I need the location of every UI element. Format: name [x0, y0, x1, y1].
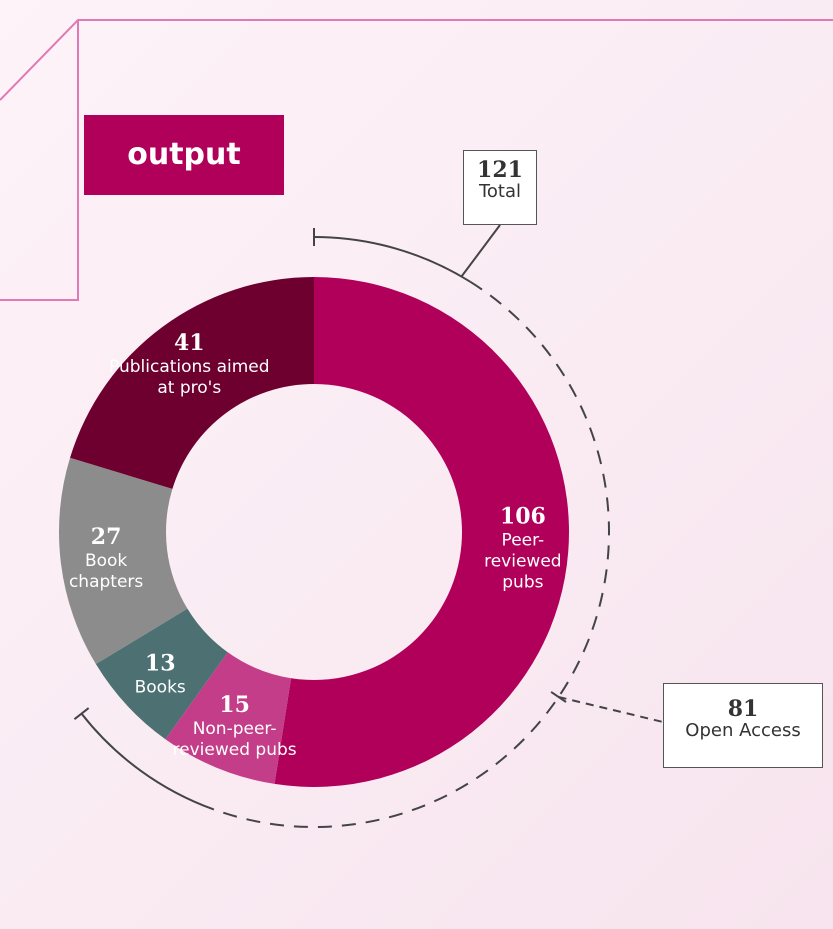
segment-name: Publications aimed at pro's — [109, 356, 270, 398]
leader-line — [460, 224, 501, 278]
bracket-arc — [313, 236, 471, 283]
segment-label: 106 Peer-reviewed pubs — [468, 503, 578, 594]
decor-line — [0, 19, 833, 101]
brackets — [73, 224, 664, 828]
donut-segment — [95, 608, 228, 740]
total-value: 121 — [477, 157, 523, 183]
segment-value: 106 — [499, 503, 546, 530]
segment-label: 41 Publications aimed at pro's — [99, 329, 279, 399]
donut-segment — [165, 652, 292, 784]
decor-line — [0, 20, 79, 301]
donut-segment — [274, 277, 569, 787]
segment-label: 15 Non-peer-reviewed pubs — [170, 691, 300, 761]
segment-name: Books — [134, 677, 186, 698]
open-access-value: 81 — [727, 696, 759, 722]
segment-value: 13 — [144, 650, 176, 677]
open-access-label: Open Access — [685, 720, 801, 741]
segment-label: 27 Book chapters — [56, 523, 156, 593]
bracket-tick — [73, 707, 90, 720]
segment-name: Peer-reviewed pubs — [484, 530, 562, 593]
segment-value: 15 — [219, 691, 250, 718]
segment-label: 13 Books — [120, 650, 200, 699]
segment-name: Book chapters — [68, 550, 144, 592]
donut — [58, 277, 569, 787]
donut-segment — [70, 277, 315, 489]
segment-name: Non-peer-reviewed pubs — [172, 718, 297, 760]
total-box: 121 Total — [463, 150, 537, 225]
leader-line — [558, 695, 664, 723]
open-access-box: 81 Open Access — [663, 683, 823, 768]
bracket-tick — [550, 691, 567, 703]
title: output — [84, 115, 284, 195]
donut-segment — [58, 457, 188, 665]
total-label: Total — [478, 181, 522, 202]
bracket-arc — [80, 713, 214, 811]
segment-value: 41 — [173, 329, 205, 356]
bracket-arc — [212, 280, 610, 828]
segment-value: 27 — [90, 523, 122, 550]
